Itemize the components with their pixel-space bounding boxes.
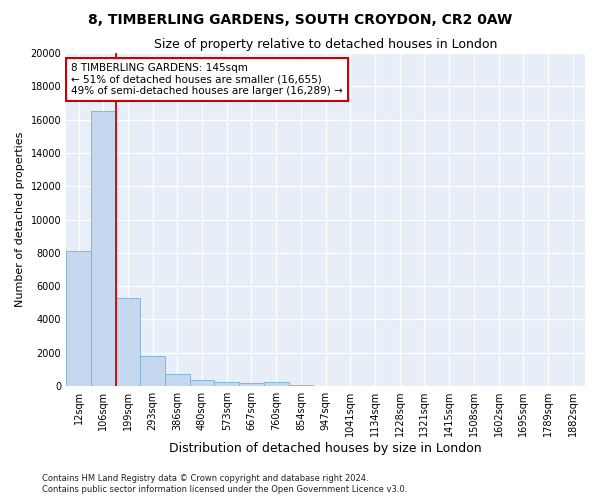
Text: Contains HM Land Registry data © Crown copyright and database right 2024.
Contai: Contains HM Land Registry data © Crown c… <box>42 474 407 494</box>
Y-axis label: Number of detached properties: Number of detached properties <box>15 132 25 308</box>
Text: 8, TIMBERLING GARDENS, SOUTH CROYDON, CR2 0AW: 8, TIMBERLING GARDENS, SOUTH CROYDON, CR… <box>88 12 512 26</box>
Text: 8 TIMBERLING GARDENS: 145sqm
← 51% of detached houses are smaller (16,655)
49% o: 8 TIMBERLING GARDENS: 145sqm ← 51% of de… <box>71 63 343 96</box>
Bar <box>140 356 165 386</box>
Bar <box>264 382 289 386</box>
Bar <box>190 380 214 386</box>
Bar <box>91 110 116 386</box>
Bar <box>289 384 313 386</box>
Bar <box>66 251 91 386</box>
Bar <box>239 382 264 386</box>
Title: Size of property relative to detached houses in London: Size of property relative to detached ho… <box>154 38 497 51</box>
Bar <box>214 382 239 386</box>
X-axis label: Distribution of detached houses by size in London: Distribution of detached houses by size … <box>169 442 482 455</box>
Bar <box>116 298 140 386</box>
Bar <box>165 374 190 386</box>
